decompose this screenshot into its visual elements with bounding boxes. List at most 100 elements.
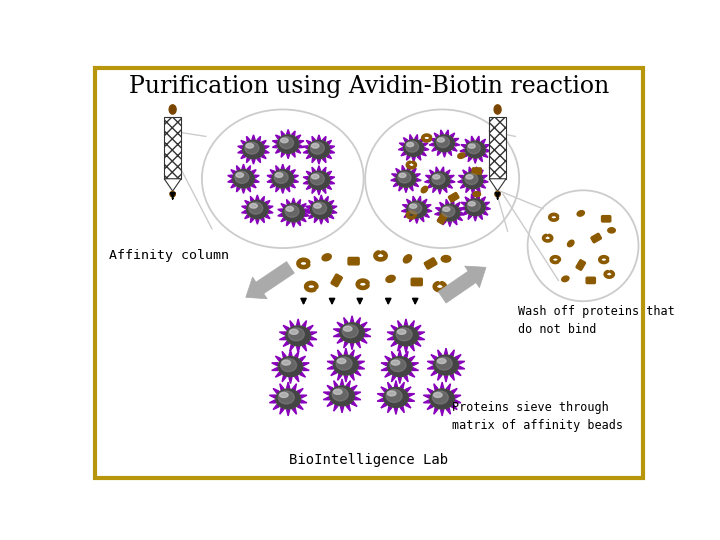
Ellipse shape bbox=[286, 207, 294, 211]
Ellipse shape bbox=[465, 141, 485, 158]
Ellipse shape bbox=[387, 391, 396, 396]
Polygon shape bbox=[460, 212, 465, 215]
Polygon shape bbox=[441, 382, 444, 388]
Polygon shape bbox=[333, 334, 340, 336]
Ellipse shape bbox=[386, 389, 402, 402]
Polygon shape bbox=[415, 325, 421, 330]
Polygon shape bbox=[333, 405, 338, 411]
Ellipse shape bbox=[473, 192, 480, 197]
Polygon shape bbox=[404, 376, 408, 382]
Polygon shape bbox=[261, 154, 266, 159]
Ellipse shape bbox=[397, 329, 406, 334]
Polygon shape bbox=[356, 342, 361, 348]
Polygon shape bbox=[269, 395, 276, 398]
Polygon shape bbox=[410, 321, 414, 327]
Polygon shape bbox=[276, 372, 282, 377]
Polygon shape bbox=[384, 372, 390, 377]
Ellipse shape bbox=[403, 255, 412, 263]
Polygon shape bbox=[477, 188, 480, 193]
Polygon shape bbox=[271, 363, 278, 366]
Polygon shape bbox=[327, 185, 332, 190]
Polygon shape bbox=[452, 147, 457, 151]
Polygon shape bbox=[458, 217, 462, 220]
Polygon shape bbox=[449, 176, 454, 178]
Polygon shape bbox=[400, 382, 405, 388]
Polygon shape bbox=[477, 136, 480, 141]
Polygon shape bbox=[306, 140, 311, 145]
Polygon shape bbox=[343, 342, 348, 348]
Polygon shape bbox=[427, 366, 433, 369]
Polygon shape bbox=[433, 384, 438, 390]
Polygon shape bbox=[468, 215, 472, 220]
Polygon shape bbox=[238, 150, 243, 153]
Polygon shape bbox=[247, 187, 251, 192]
Polygon shape bbox=[405, 319, 408, 325]
Polygon shape bbox=[402, 205, 408, 208]
Polygon shape bbox=[408, 394, 415, 396]
Polygon shape bbox=[355, 370, 361, 376]
Polygon shape bbox=[276, 356, 282, 361]
Polygon shape bbox=[297, 221, 300, 226]
Polygon shape bbox=[261, 140, 266, 145]
Ellipse shape bbox=[286, 326, 310, 346]
Ellipse shape bbox=[440, 204, 460, 221]
Polygon shape bbox=[446, 199, 449, 204]
Polygon shape bbox=[423, 199, 427, 204]
Polygon shape bbox=[338, 350, 341, 356]
Ellipse shape bbox=[433, 393, 442, 397]
Polygon shape bbox=[361, 338, 367, 343]
Polygon shape bbox=[408, 399, 415, 401]
Polygon shape bbox=[405, 403, 411, 408]
Polygon shape bbox=[468, 157, 472, 162]
Polygon shape bbox=[412, 168, 416, 173]
Ellipse shape bbox=[458, 153, 465, 158]
Polygon shape bbox=[346, 405, 351, 411]
Polygon shape bbox=[323, 136, 326, 141]
Text: Affinity column: Affinity column bbox=[109, 249, 229, 262]
Polygon shape bbox=[300, 372, 305, 377]
FancyArrow shape bbox=[246, 261, 294, 299]
Polygon shape bbox=[443, 153, 446, 157]
Polygon shape bbox=[377, 394, 384, 396]
FancyBboxPatch shape bbox=[424, 258, 437, 269]
Polygon shape bbox=[312, 136, 315, 141]
Ellipse shape bbox=[434, 135, 454, 152]
Polygon shape bbox=[384, 356, 390, 361]
Polygon shape bbox=[330, 181, 335, 184]
Polygon shape bbox=[303, 150, 308, 153]
Polygon shape bbox=[282, 189, 284, 193]
Text: Wash off proteins that
do not bind: Wash off proteins that do not bind bbox=[518, 305, 675, 336]
Polygon shape bbox=[427, 404, 433, 409]
Polygon shape bbox=[333, 329, 340, 332]
Ellipse shape bbox=[310, 173, 324, 185]
Polygon shape bbox=[287, 382, 289, 388]
Ellipse shape bbox=[441, 255, 451, 262]
Polygon shape bbox=[303, 181, 308, 184]
Ellipse shape bbox=[386, 275, 395, 282]
Polygon shape bbox=[485, 145, 490, 147]
Polygon shape bbox=[450, 180, 455, 183]
Polygon shape bbox=[264, 146, 269, 149]
Polygon shape bbox=[458, 180, 462, 183]
Ellipse shape bbox=[494, 105, 501, 114]
Polygon shape bbox=[354, 397, 361, 400]
Polygon shape bbox=[405, 188, 408, 193]
Polygon shape bbox=[290, 345, 294, 351]
Polygon shape bbox=[270, 170, 275, 174]
Polygon shape bbox=[323, 167, 326, 172]
Polygon shape bbox=[418, 337, 425, 340]
Polygon shape bbox=[327, 366, 333, 369]
Polygon shape bbox=[435, 212, 439, 215]
Polygon shape bbox=[300, 395, 307, 398]
Ellipse shape bbox=[288, 328, 305, 341]
Polygon shape bbox=[297, 388, 303, 394]
Bar bbox=[489, 117, 506, 179]
Ellipse shape bbox=[430, 389, 454, 409]
Polygon shape bbox=[231, 184, 235, 188]
Polygon shape bbox=[440, 202, 444, 207]
Ellipse shape bbox=[391, 360, 400, 365]
Ellipse shape bbox=[562, 276, 569, 282]
Polygon shape bbox=[407, 199, 410, 204]
Polygon shape bbox=[267, 179, 272, 183]
Polygon shape bbox=[446, 130, 449, 135]
